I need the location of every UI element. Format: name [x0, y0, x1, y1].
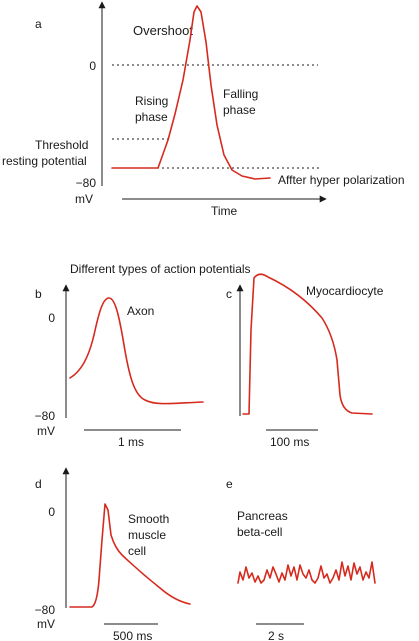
- smooth-muscle-label-3: cell: [128, 544, 146, 558]
- panel-d-unit-label: mV: [37, 617, 55, 631]
- panel-e: e Pancreas beta-cell 2 s: [226, 477, 376, 641]
- panel-a-letter: a: [35, 17, 42, 31]
- rising-phase-label-2: phase: [135, 110, 168, 124]
- falling-phase-label-2: phase: [223, 103, 256, 117]
- panel-a-trace: [111, 5, 271, 180]
- beta-cell-trace: [237, 561, 376, 584]
- panel-d-neg-label: −80: [35, 603, 56, 617]
- panel-b: b 0 −80 mV Axon 1 ms: [35, 284, 204, 449]
- resting-potential-label: resting potential: [2, 154, 87, 168]
- panel-d-letter: d: [35, 477, 42, 491]
- myocardiocyte-trace: [242, 273, 373, 415]
- smooth-muscle-label-1: Smooth: [128, 512, 169, 526]
- panel-a: a 0 −80 mV Overshoot Rising phase Fallin…: [2, 1, 405, 218]
- panel-e-letter: e: [226, 477, 233, 491]
- smooth-muscle-trace: [69, 503, 191, 608]
- axon-trace: [69, 297, 204, 405]
- falling-phase-label-1: Falling: [223, 87, 258, 101]
- panel-c: c Myocardiocyte 100 ms: [226, 273, 384, 449]
- panel-c-letter: c: [226, 287, 232, 301]
- myocardiocyte-label: Myocardiocyte: [306, 284, 384, 298]
- panel-a-zero-label: 0: [89, 59, 96, 73]
- axon-label: Axon: [127, 304, 154, 318]
- panel-d: d 0 −80 mV Smooth muscle cell 500 ms: [35, 467, 191, 641]
- overshoot-label: Overshoot: [133, 23, 193, 38]
- panel-b-scale-label: 1 ms: [118, 435, 144, 449]
- panel-b-letter: b: [35, 287, 42, 301]
- smooth-muscle-label-2: muscle: [128, 528, 166, 542]
- after-hyperpolarization-label: Affter hyper polarization: [278, 173, 405, 187]
- panel-d-scale-label: 500 ms: [113, 629, 152, 641]
- threshold-label: Threshold: [35, 138, 88, 152]
- panel-b-unit-label: mV: [37, 424, 55, 438]
- section-title: Different types of action potentials: [70, 262, 251, 276]
- panel-a-neg-label: −80: [76, 176, 97, 190]
- panel-b-zero-label: 0: [48, 311, 55, 325]
- panel-d-zero-label: 0: [48, 505, 55, 519]
- time-label: Time: [211, 204, 238, 218]
- rising-phase-label-1: Rising: [135, 94, 168, 108]
- pancreas-label-1: Pancreas: [237, 509, 288, 523]
- pancreas-label-2: beta-cell: [237, 525, 282, 539]
- panel-a-unit-label: mV: [75, 192, 93, 206]
- panel-c-scale-label: 100 ms: [270, 435, 309, 449]
- panel-e-scale-label: 2 s: [268, 629, 284, 641]
- panel-b-neg-label: −80: [35, 409, 56, 423]
